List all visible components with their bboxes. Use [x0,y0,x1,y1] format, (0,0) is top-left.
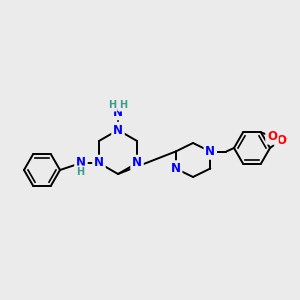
Text: N: N [205,145,215,158]
Text: O: O [267,130,277,143]
Text: N: N [113,106,123,118]
Text: H: H [119,100,127,110]
Text: N: N [76,157,86,169]
Text: H: H [108,100,116,110]
Text: N: N [171,162,181,175]
Text: O: O [276,134,286,146]
Text: H: H [76,167,84,177]
Text: N: N [132,157,142,169]
Text: N: N [113,124,123,136]
Text: N: N [94,157,104,169]
